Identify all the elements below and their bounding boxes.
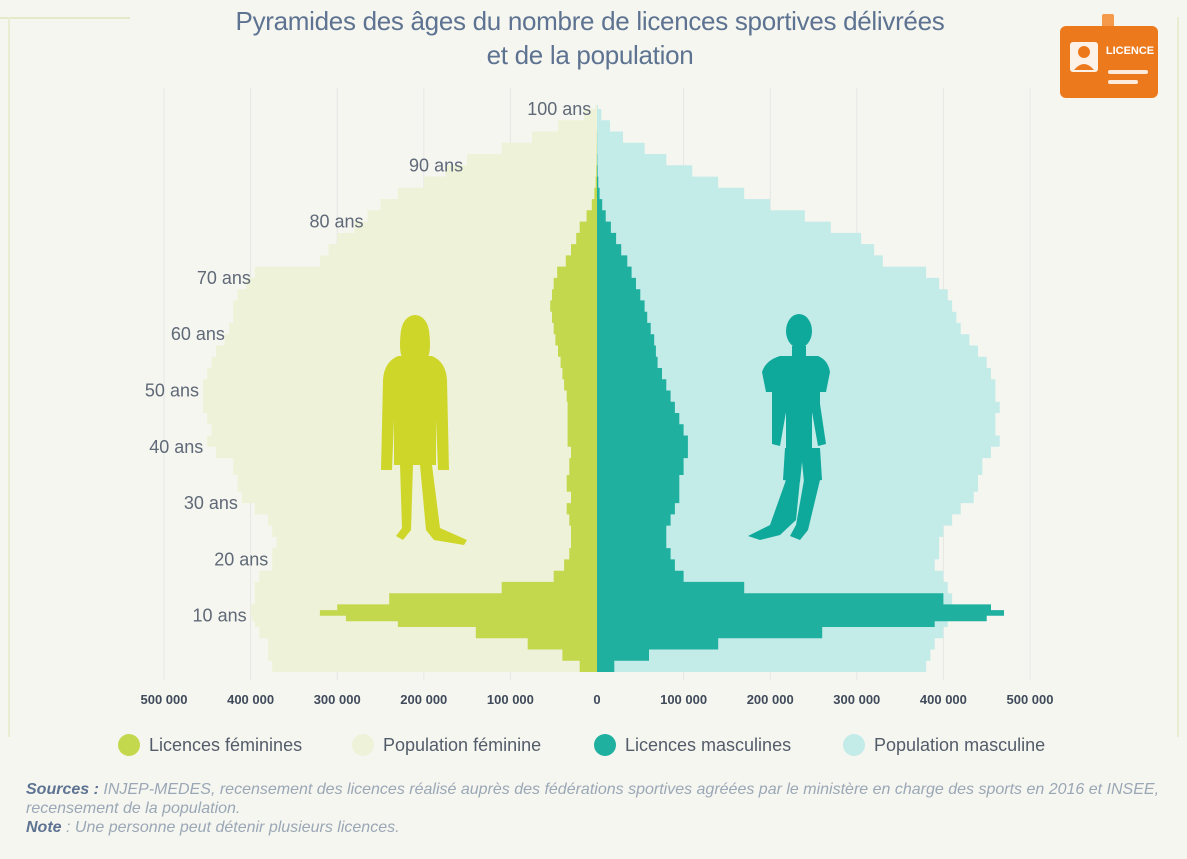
- legend-item-licences-feminines: Licences féminines: [118, 730, 302, 760]
- x-tick-label: 400 000: [227, 692, 274, 707]
- male-silhouette-part: [748, 480, 800, 540]
- frame-border-right: [1177, 17, 1179, 737]
- x-tick-label: 300 000: [833, 692, 880, 707]
- x-tick-label: 300 000: [314, 692, 361, 707]
- x-tick-label: 200 000: [400, 692, 447, 707]
- x-tick-label: 100 000: [660, 692, 707, 707]
- note-label: Note: [26, 819, 62, 836]
- female-silhouette-part: [396, 465, 413, 540]
- badge-photo-head: [1078, 46, 1090, 58]
- legend-item-population-masculine: Population masculine: [843, 730, 1045, 760]
- series-licences-feminines: [319, 105, 597, 672]
- frame-border-top-left: [0, 17, 130, 19]
- x-tick-label: 200 000: [747, 692, 794, 707]
- badge-label: LICENCE: [1106, 45, 1154, 57]
- male-silhouette-part: [786, 314, 812, 348]
- legend: Licences féminines Population féminine L…: [118, 730, 1078, 760]
- male-silhouette-part: [790, 480, 820, 540]
- female-silhouette-part: [381, 356, 449, 470]
- x-tick-label: 500 000: [141, 692, 188, 707]
- female-silhouette-part: [420, 465, 467, 545]
- female-silhouette: [381, 315, 467, 545]
- age-label: 30 ans: [184, 493, 238, 513]
- legend-swatch-population-feminine: [352, 734, 374, 756]
- legend-label: Population masculine: [874, 734, 1046, 755]
- x-tick-label: 400 000: [920, 692, 967, 707]
- licence-card-icon: LICENCE: [1060, 14, 1158, 98]
- age-label: 20 ans: [214, 549, 268, 569]
- legend-label: Licences féminines: [149, 734, 303, 755]
- legend-label: Population féminine: [383, 734, 542, 755]
- age-label: 50 ans: [145, 381, 199, 401]
- chart-notes: Sources : INJEP-MEDES, recensement des l…: [26, 780, 1166, 837]
- note-line: Note : Une personne peut détenir plusieu…: [26, 818, 1166, 837]
- sources-note: Sources : INJEP-MEDES, recensement des l…: [26, 780, 1166, 818]
- chart-title-line2: et de la population: [486, 40, 694, 70]
- badge-photo-body: [1074, 64, 1094, 70]
- legend-swatch-population-masculine: [843, 734, 865, 756]
- legend-swatch-licences-feminines: [118, 734, 140, 756]
- age-label: 70 ans: [197, 268, 251, 288]
- male-silhouette-part: [783, 448, 822, 482]
- age-label: 10 ans: [193, 606, 247, 626]
- legend-item-population-feminine: Population féminine: [352, 730, 541, 760]
- age-label: 100 ans: [527, 99, 591, 119]
- series-licences-masculines: [597, 105, 1004, 672]
- male-silhouette-part: [792, 346, 806, 356]
- male-silhouette-part: [762, 356, 830, 448]
- age-label: 60 ans: [171, 324, 225, 344]
- sources-text: INJEP-MEDES, recensement des licences ré…: [26, 781, 1160, 817]
- frame-border-left: [8, 17, 10, 737]
- x-tick-label: 100 000: [487, 692, 534, 707]
- x-tick-label: 500 000: [1007, 692, 1054, 707]
- x-tick-label: 0: [593, 692, 600, 707]
- legend-label: Licences masculines: [625, 734, 792, 755]
- chart-title: Pyramides des âges du nombre de licences…: [150, 4, 1030, 72]
- note-text: : Une personne peut détenir plusieurs li…: [61, 819, 400, 836]
- male-silhouette: [748, 314, 830, 540]
- legend-item-licences-masculines: Licences masculines: [594, 730, 791, 760]
- age-label: 90 ans: [409, 155, 463, 175]
- age-label: 80 ans: [309, 212, 363, 232]
- badge-line-2: [1108, 80, 1138, 84]
- age-label: 40 ans: [149, 437, 203, 457]
- sources-label: Sources :: [26, 781, 99, 798]
- legend-swatch-licences-masculines: [594, 734, 616, 756]
- female-silhouette-part: [400, 330, 430, 360]
- badge-clip: [1102, 14, 1114, 28]
- badge-line-1: [1108, 70, 1148, 74]
- chart-title-line1: Pyramides des âges du nombre de licences…: [235, 6, 945, 36]
